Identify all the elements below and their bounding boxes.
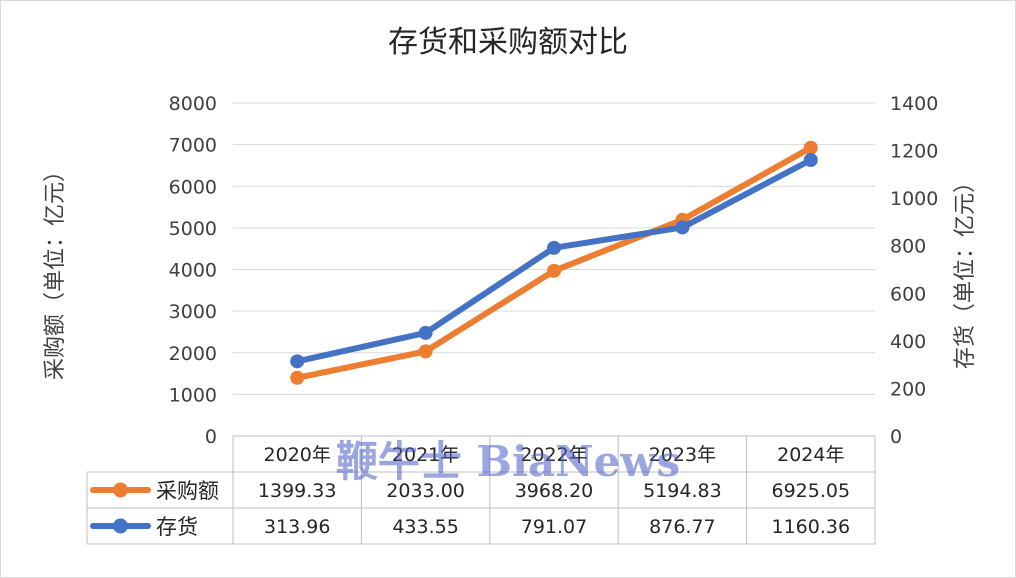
data-point: [290, 370, 305, 385]
data-cell: 3968.20: [515, 480, 594, 502]
chart-title: 存货和采购额对比: [388, 25, 628, 60]
right-axis-label: 存货（单位：亿元）: [953, 171, 978, 369]
watermark: 鞭牛士 BiaNews: [336, 437, 680, 486]
data-cell: 1160.36: [772, 516, 851, 538]
data-point: [418, 344, 433, 359]
data-cell: 876.77: [649, 516, 715, 538]
right-tick-label: 0: [890, 426, 902, 448]
data-point: [547, 240, 561, 255]
data-cell: 313.96: [264, 516, 330, 538]
data-cell: 791.07: [521, 516, 587, 538]
data-cell: 2033.00: [386, 480, 465, 502]
right-tick-label: 400: [890, 331, 926, 353]
left-tick-label: 5000: [169, 218, 217, 240]
data-cell: 1399.33: [258, 480, 337, 502]
left-tick-label: 1000: [169, 384, 217, 406]
right-tick-label: 800: [890, 236, 926, 258]
right-tick-label: 1400: [890, 93, 938, 115]
data-cell: 6925.05: [772, 480, 851, 502]
data-cell: 433.55: [392, 516, 458, 538]
category-label: 2023年: [649, 444, 716, 466]
data-point: [547, 263, 561, 278]
series-lines: [290, 140, 818, 385]
category-label: 2022年: [520, 444, 587, 466]
category-label: 2021年: [392, 444, 459, 466]
legend-marker: [113, 482, 128, 498]
data-point: [803, 140, 818, 155]
legend-label: 存货: [156, 515, 198, 539]
left-tick-label: 3000: [169, 301, 217, 323]
right-tick-label: 1000: [890, 188, 938, 210]
right-tick-label: 1200: [890, 141, 938, 163]
category-label: 2020年: [264, 444, 331, 466]
left-tick-label: 6000: [169, 176, 217, 198]
left-tick-label: 8000: [169, 93, 217, 115]
category-label: 2024年: [777, 444, 844, 466]
legend-label: 采购额: [156, 479, 219, 503]
data-point: [803, 153, 818, 168]
data-cell: 5194.83: [643, 480, 722, 502]
data-point: [418, 325, 433, 340]
left-axis-label: 采购额（单位：亿元）: [43, 160, 68, 380]
left-axis-ticks: 0 1000 2000 3000 4000 5000 6000 7000 8000: [169, 93, 217, 448]
left-tick-label: 2000: [169, 343, 217, 365]
left-tick-label: 4000: [169, 260, 217, 282]
left-tick-label: 7000: [169, 135, 217, 157]
right-tick-label: 200: [890, 378, 926, 400]
data-point: [290, 354, 305, 369]
legend-marker: [113, 518, 128, 534]
right-axis-ticks: 0 200 400 600 800 1000 1200 1400: [890, 93, 938, 448]
data-point: [675, 220, 690, 235]
right-tick-label: 600: [890, 283, 926, 305]
left-tick-label: 0: [205, 426, 217, 448]
